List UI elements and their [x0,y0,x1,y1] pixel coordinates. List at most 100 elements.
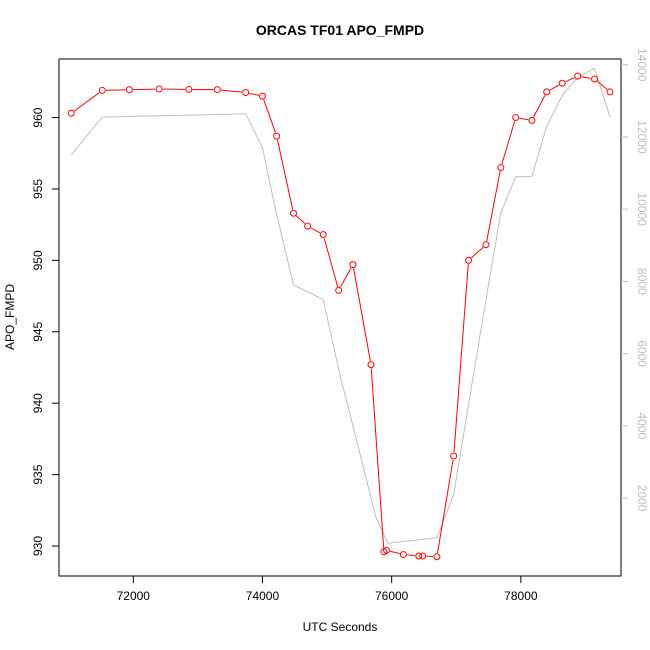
x-tick-label: 72000 [117,589,151,603]
data-point [98,86,106,94]
data-point [304,222,312,230]
primary-series-segment [310,227,321,234]
secondary-series-segment [375,515,389,544]
data-point [67,109,75,117]
chart-title: ORCAS TF01 APO_FMPD [256,22,424,38]
data-point [349,261,357,269]
x-tick-label: 76000 [375,589,409,603]
data-point [399,551,407,559]
secondary-series-segment [322,299,341,376]
secondary-series-segment [485,212,502,300]
x-tick-label: 78000 [504,589,538,603]
primary-series-segment [249,92,259,96]
secondary-series-segment [561,77,579,96]
plot-frame [58,58,622,577]
primary-series-segment [437,459,454,554]
x-axis: 72000 74000 76000 78000 [117,576,538,603]
data-point [543,88,551,96]
secondary-series-segment [70,116,103,156]
data-point [273,132,281,140]
data-point [185,85,193,93]
data-point [383,546,391,554]
data-point [574,72,582,80]
primary-series-segment [370,368,385,548]
y-tick-label: 945 [31,321,45,341]
secondary-series-segment [594,68,611,118]
y2-tick-label: 10000 [635,192,649,226]
primary-series-segment [407,554,416,557]
data-point [558,79,566,87]
primary-series-segment [549,84,560,91]
primary-series-segment [220,89,242,93]
data-point [415,552,423,560]
primary-series-segment [501,121,516,165]
primary-series-segment [353,268,371,361]
primary-series-segment [133,88,156,91]
secondary-series-segment [274,209,294,286]
secondary-series-segment [339,375,360,452]
primary-series-segment [340,267,352,288]
data-point [512,114,520,122]
secondary-series-segment [500,176,517,213]
primary-series-segment [453,264,469,453]
primary-series-segment [263,99,276,133]
y2-tick-label: 14000 [635,48,649,82]
y-tick-label: 960 [31,107,45,127]
data-point [155,85,163,93]
primary-series-segment [295,215,306,224]
data-point [528,116,536,124]
series-layer [67,67,614,561]
primary-series-segment [323,238,339,287]
secondary-series-segment [453,400,470,495]
secondary-series-segment [436,494,455,538]
data-point [497,164,505,172]
primary-series-segment [471,246,484,259]
secondary-series-segment [261,147,276,210]
y-axis-right: 2000 4000 6000 8000 10000 12000 14000 [621,48,649,512]
y2-tick-label: 6000 [635,340,649,367]
data-point [591,75,599,83]
data-point [450,452,458,460]
y-tick-label: 950 [31,250,45,270]
secondary-series-segment [468,299,487,401]
primary-series-segment [277,139,294,210]
x-axis-label: UTC Seconds [303,620,378,634]
secondary-series-segment [293,284,324,300]
data-point [319,231,327,239]
primary-series-segment [74,92,100,112]
data-point [433,553,441,561]
y-tick-label: 940 [31,393,45,413]
data-point [482,241,490,249]
y-tick-label: 930 [31,536,45,556]
data-point [419,552,427,560]
data-point [335,286,343,294]
secondary-series-segment [387,537,437,544]
data-point [242,89,250,97]
secondary-series-segment [358,450,377,517]
primary-series-segment [597,81,608,90]
primary-series-segment [106,89,126,91]
y2-tick-label: 12000 [635,120,649,154]
y-tick-label: 935 [31,464,45,484]
secondary-series-segment [245,113,263,148]
y-tick-label: 955 [31,179,45,199]
y-axis-left: 930 935 940 945 950 955 960 [31,107,59,556]
data-point [289,209,297,217]
secondary-series-segment [102,113,246,118]
data-point [213,86,221,94]
y2-tick-label: 2000 [635,485,649,512]
secondary-series-segment [546,95,563,127]
data-point [606,88,614,96]
data-point [258,92,266,100]
x-tick-label: 74000 [246,589,280,603]
primary-series-segment [565,77,575,83]
data-point [465,256,473,264]
primary-series-segment [581,76,591,79]
data-point [367,361,375,369]
y2-tick-label: 8000 [635,268,649,295]
primary-series-segment [533,94,546,118]
primary-series-segment [519,117,529,121]
secondary-series-segment [531,125,548,177]
primary-series-segment [486,171,501,242]
